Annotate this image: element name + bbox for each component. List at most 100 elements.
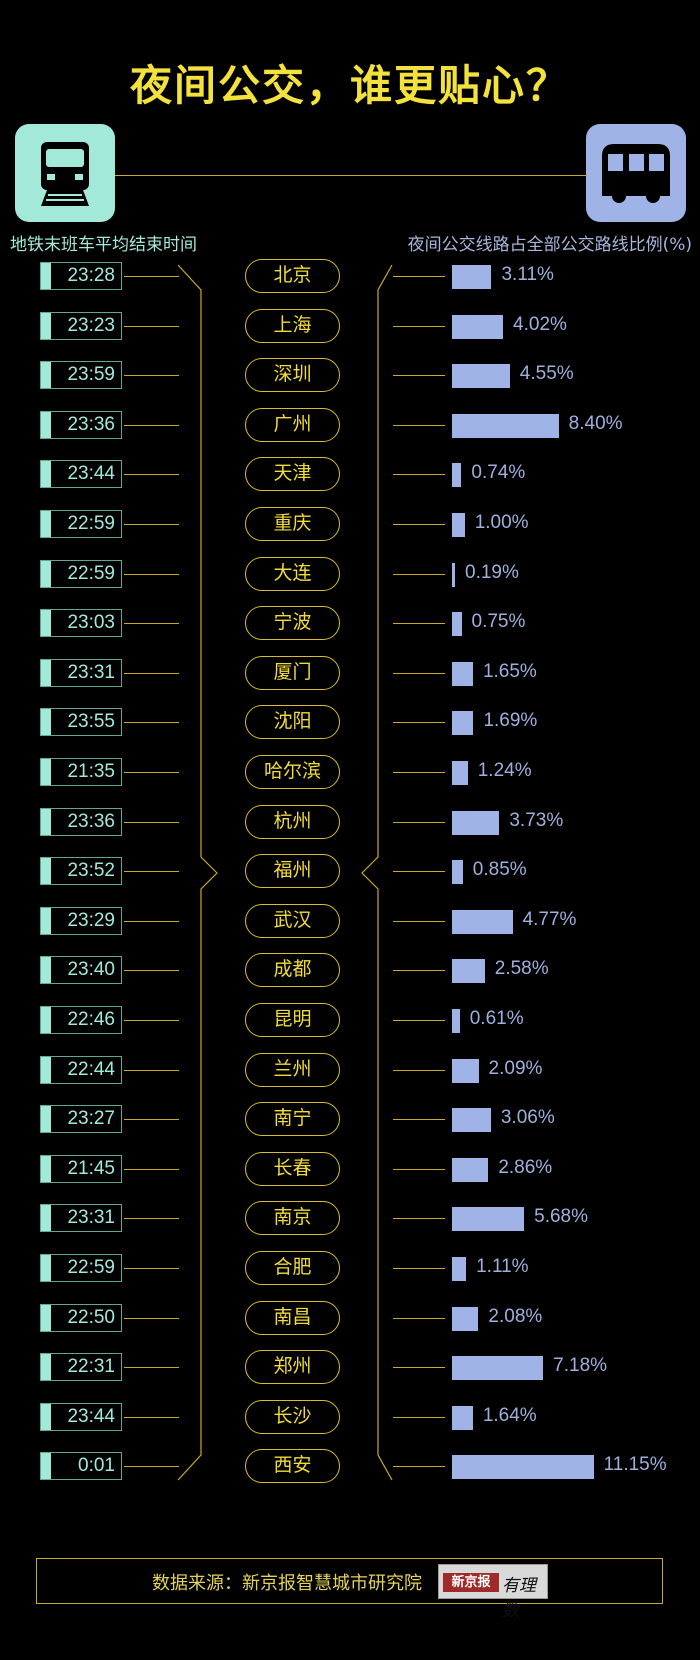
time-accent xyxy=(41,560,51,587)
time-value: 22:59 xyxy=(67,513,115,534)
time-accent xyxy=(41,659,51,686)
time-box: 23:23 xyxy=(40,311,122,340)
time-box: 0:01 xyxy=(40,1452,122,1481)
left-connector xyxy=(124,276,179,277)
time-value: 21:45 xyxy=(67,1157,115,1179)
city-label: 上海 xyxy=(245,308,340,343)
time-accent xyxy=(41,1007,51,1033)
pct-bar xyxy=(452,711,474,736)
source-text: 数据来源：新京报智慧城市研究院 xyxy=(152,1573,422,1594)
pct-bar xyxy=(452,1207,525,1232)
pct-bar xyxy=(452,909,513,934)
time-accent xyxy=(41,610,51,637)
table-row: 0:01 西安 11.15% xyxy=(0,1449,700,1485)
table-row: 22:31 郑州 7.18% xyxy=(0,1350,700,1386)
time-value: 23:36 xyxy=(67,810,115,832)
pct-bar xyxy=(452,1108,491,1133)
pct-label: 4.02% xyxy=(513,313,567,335)
logo-text: 新京报 xyxy=(443,1573,499,1592)
pct-label: 0.74% xyxy=(471,462,526,484)
city-label: 南宁 xyxy=(245,1102,340,1137)
city-label: 郑州 xyxy=(245,1350,340,1385)
pct-bar xyxy=(452,761,468,785)
table-row: 23:59 深圳 4.55% xyxy=(0,358,700,394)
right-connector xyxy=(393,722,445,724)
right-connector xyxy=(393,573,445,575)
city-label: 南昌 xyxy=(245,1300,340,1335)
pct-label: 0.19% xyxy=(465,561,519,583)
pct-bar xyxy=(452,810,500,835)
left-connector xyxy=(124,672,179,674)
right-connector xyxy=(393,1466,445,1468)
time-box: 23:03 xyxy=(40,609,122,638)
left-connector xyxy=(124,821,179,823)
pct-label: 3.11% xyxy=(501,264,554,285)
right-bracket xyxy=(361,264,393,1481)
city-label: 重庆 xyxy=(245,507,340,541)
city-label: 杭州 xyxy=(245,804,340,839)
pct-bar xyxy=(452,860,463,885)
time-value: 23:59 xyxy=(67,364,115,386)
pct-label: 4.55% xyxy=(519,363,574,385)
pct-bar xyxy=(452,1157,489,1182)
pct-bar xyxy=(452,661,473,686)
time-value: 23:44 xyxy=(67,463,115,485)
time-box: 22:50 xyxy=(40,1303,122,1332)
right-connector xyxy=(393,772,445,773)
pct-label: 11.15% xyxy=(603,1454,667,1476)
right-connector xyxy=(393,1317,445,1319)
time-value: 21:35 xyxy=(67,761,115,782)
time-accent xyxy=(41,1056,51,1083)
time-box: 23:36 xyxy=(40,807,122,836)
pct-bar xyxy=(452,612,462,637)
right-connector xyxy=(393,920,445,922)
city-label: 大连 xyxy=(245,556,340,591)
right-connector xyxy=(393,325,445,327)
time-value: 23:31 xyxy=(67,661,115,683)
table-row: 23:28 北京 3.11% xyxy=(0,259,700,295)
table-row: 22:59 重庆 1.00% xyxy=(0,507,700,543)
time-value: 23:29 xyxy=(67,909,115,931)
logo-handwriting: 有理数 xyxy=(502,1576,536,1621)
right-connector xyxy=(393,1119,445,1121)
right-connector xyxy=(393,424,445,426)
pct-label: 2.58% xyxy=(494,958,549,980)
time-value: 23:40 xyxy=(67,959,115,981)
pct-bar xyxy=(452,314,504,339)
table-row: 22:59 合肥 1.11% xyxy=(0,1251,700,1287)
pct-label: 5.68% xyxy=(534,1206,588,1228)
city-label: 宁波 xyxy=(245,606,340,641)
time-value: 23:23 xyxy=(67,314,115,336)
time-value: 23:55 xyxy=(67,711,115,733)
pct-bar xyxy=(452,463,462,488)
left-connector xyxy=(124,1268,179,1269)
left-connector xyxy=(124,1317,179,1319)
left-connector xyxy=(124,524,179,525)
time-accent xyxy=(41,1106,51,1133)
pct-label: 4.77% xyxy=(522,908,577,930)
city-label: 北京 xyxy=(245,259,340,293)
right-connector xyxy=(393,623,445,625)
time-box: 23:36 xyxy=(40,410,122,439)
time-box: 22:59 xyxy=(40,510,122,538)
time-accent xyxy=(41,1403,51,1430)
right-connector xyxy=(393,524,445,525)
left-connector xyxy=(124,1119,179,1121)
city-label: 昆明 xyxy=(245,1003,340,1037)
right-connector xyxy=(393,1168,445,1170)
city-label: 成都 xyxy=(245,953,340,988)
pct-bar xyxy=(452,959,485,984)
city-label: 合肥 xyxy=(245,1251,340,1285)
metro-axis-label: 地铁末班车平均结束时间 xyxy=(10,235,197,255)
time-box: 23:59 xyxy=(40,361,122,390)
bus-icon xyxy=(586,124,686,222)
pct-bar xyxy=(452,513,465,537)
right-connector xyxy=(393,375,445,377)
time-box: 23:27 xyxy=(40,1105,122,1134)
right-connector xyxy=(393,672,445,674)
pct-label: 1.11% xyxy=(476,1256,529,1277)
right-connector xyxy=(393,1416,445,1418)
time-box: 21:35 xyxy=(40,758,122,786)
pct-bar xyxy=(452,1455,594,1480)
time-accent xyxy=(41,1255,51,1281)
